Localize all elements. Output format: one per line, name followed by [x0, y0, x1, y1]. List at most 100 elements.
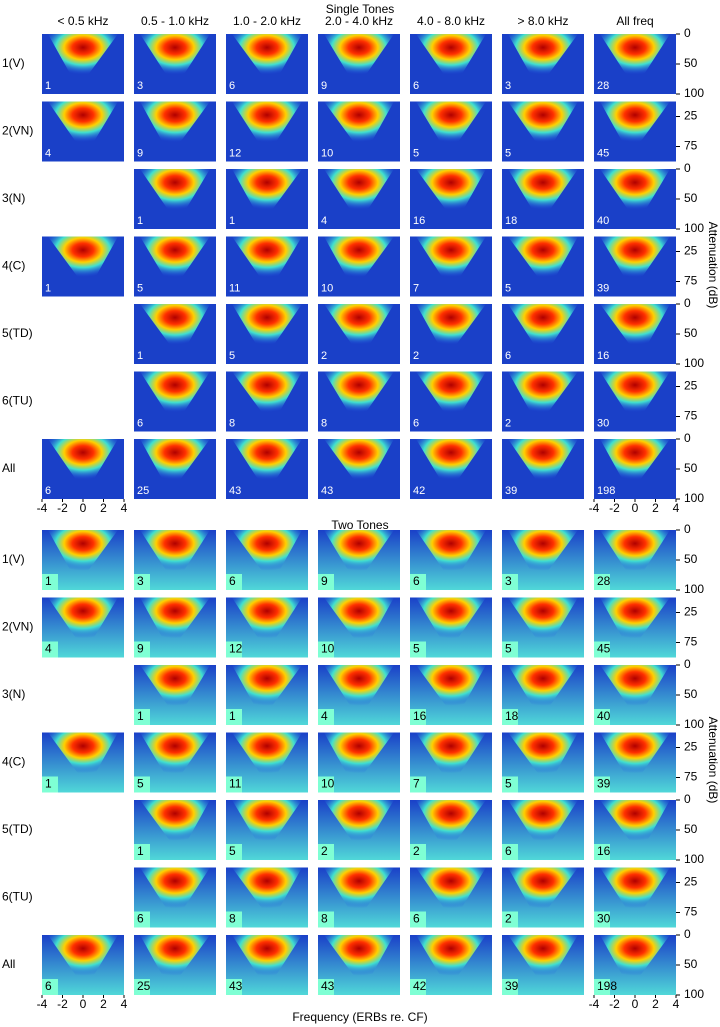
unit-count: 39: [505, 485, 517, 497]
column-header: 0.5 - 1.0 kHz: [141, 14, 209, 28]
response-area: [600, 597, 670, 643]
response-area: [140, 800, 210, 845]
unit-count: 30: [597, 417, 609, 429]
row-label: All: [2, 461, 15, 475]
count-box: [318, 844, 334, 860]
response-area: [600, 935, 670, 980]
count-box: [410, 641, 426, 658]
unit-count: 16: [413, 215, 425, 227]
unit-count: 1: [229, 215, 235, 227]
row-label: 2(VN): [2, 620, 33, 634]
response-area: [324, 439, 394, 484]
count-box: [318, 709, 334, 725]
y-tick-label: 75: [684, 770, 698, 784]
count-box: [410, 776, 426, 793]
response-area: [416, 732, 486, 778]
response-area: [416, 439, 486, 484]
response-area: [324, 371, 394, 417]
column-header: 2.0 - 4.0 kHz: [325, 14, 393, 28]
unit-count: 16: [413, 709, 427, 723]
response-area: [48, 236, 118, 282]
response-area: [232, 867, 302, 913]
unit-count: 5: [505, 147, 511, 159]
count-box: [134, 911, 150, 928]
unit-count: 16: [597, 844, 611, 858]
count-box: [594, 979, 610, 995]
unit-count: 4: [45, 147, 51, 159]
x-tick-label: -4: [37, 997, 48, 1011]
y-axis-label: Attenuation (dB): [706, 717, 720, 804]
y-tick-label: 25: [684, 379, 698, 393]
unit-count: 8: [229, 912, 236, 926]
count-box: [594, 641, 610, 658]
unit-count: 43: [229, 485, 241, 497]
x-tick-label: 2: [100, 997, 107, 1011]
response-area: [416, 371, 486, 417]
unit-count: 16: [597, 350, 609, 362]
response-area: [416, 304, 486, 349]
count-box: [502, 641, 518, 658]
column-header: > 8.0 kHz: [517, 14, 568, 28]
response-area: [324, 304, 394, 349]
y-tick-label: 75: [684, 409, 698, 423]
count-box: [410, 574, 426, 590]
response-area: [140, 597, 210, 643]
row-label: 2(VN): [2, 124, 33, 138]
unit-count: 39: [597, 282, 609, 294]
unit-count: 6: [137, 417, 143, 429]
count-box: [226, 776, 242, 793]
y-tick-label: 25: [684, 875, 698, 889]
response-area: [324, 867, 394, 913]
response-area: [508, 169, 578, 214]
unit-count: 1: [45, 80, 51, 92]
unit-count: 42: [413, 485, 425, 497]
response-area: [140, 935, 210, 980]
unit-count: 7: [413, 777, 420, 791]
y-tick-label: 25: [684, 109, 698, 123]
unit-count: 6: [413, 417, 419, 429]
response-area: [324, 732, 394, 778]
x-tick-label: 4: [121, 997, 128, 1011]
response-area: [600, 236, 670, 282]
unit-count: 198: [597, 485, 615, 497]
unit-count: 2: [321, 844, 328, 858]
unit-count: 4: [321, 215, 327, 227]
unit-count: 4: [321, 709, 328, 723]
response-area: [232, 597, 302, 643]
y-tick-label: 100: [684, 221, 704, 235]
x-tick-label: 2: [652, 501, 659, 515]
response-area: [232, 935, 302, 980]
count-box: [502, 574, 518, 590]
response-area: [140, 304, 210, 349]
y-tick-label: 50: [684, 957, 698, 971]
x-tick-label: 4: [673, 501, 680, 515]
y-tick-label: 75: [684, 139, 698, 153]
response-area: [416, 236, 486, 282]
response-area: [508, 530, 578, 575]
y-tick-label: 50: [684, 326, 698, 340]
response-area: [232, 530, 302, 575]
x-tick-label: -4: [37, 501, 48, 515]
response-area: [140, 439, 210, 484]
response-area: [232, 439, 302, 484]
unit-count: 9: [321, 574, 328, 588]
unit-count: 6: [45, 979, 52, 993]
response-area: [416, 169, 486, 214]
unit-count: 6: [229, 574, 236, 588]
unit-count: 18: [505, 709, 519, 723]
y-tick-label: 0: [684, 431, 691, 445]
unit-count: 11: [229, 777, 242, 791]
x-tick-label: -2: [609, 997, 620, 1011]
unit-count: 3: [505, 80, 511, 92]
count-box: [502, 844, 518, 860]
response-area: [416, 597, 486, 643]
y-tick-label: 100: [684, 491, 704, 505]
unit-count: 8: [229, 417, 235, 429]
unit-count: 5: [229, 350, 235, 362]
unit-count: 39: [597, 777, 611, 791]
response-area: [48, 439, 118, 484]
response-area: [48, 34, 118, 79]
unit-count: 25: [137, 979, 151, 993]
x-tick-label: -2: [57, 997, 68, 1011]
